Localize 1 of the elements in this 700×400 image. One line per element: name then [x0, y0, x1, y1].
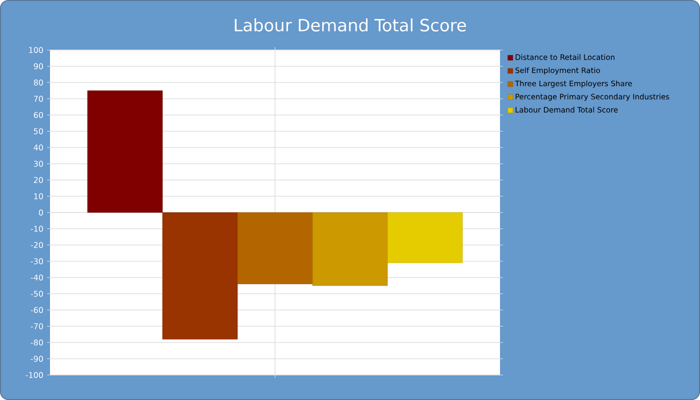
- chart-title: Labour Demand Total Score: [234, 18, 466, 32]
